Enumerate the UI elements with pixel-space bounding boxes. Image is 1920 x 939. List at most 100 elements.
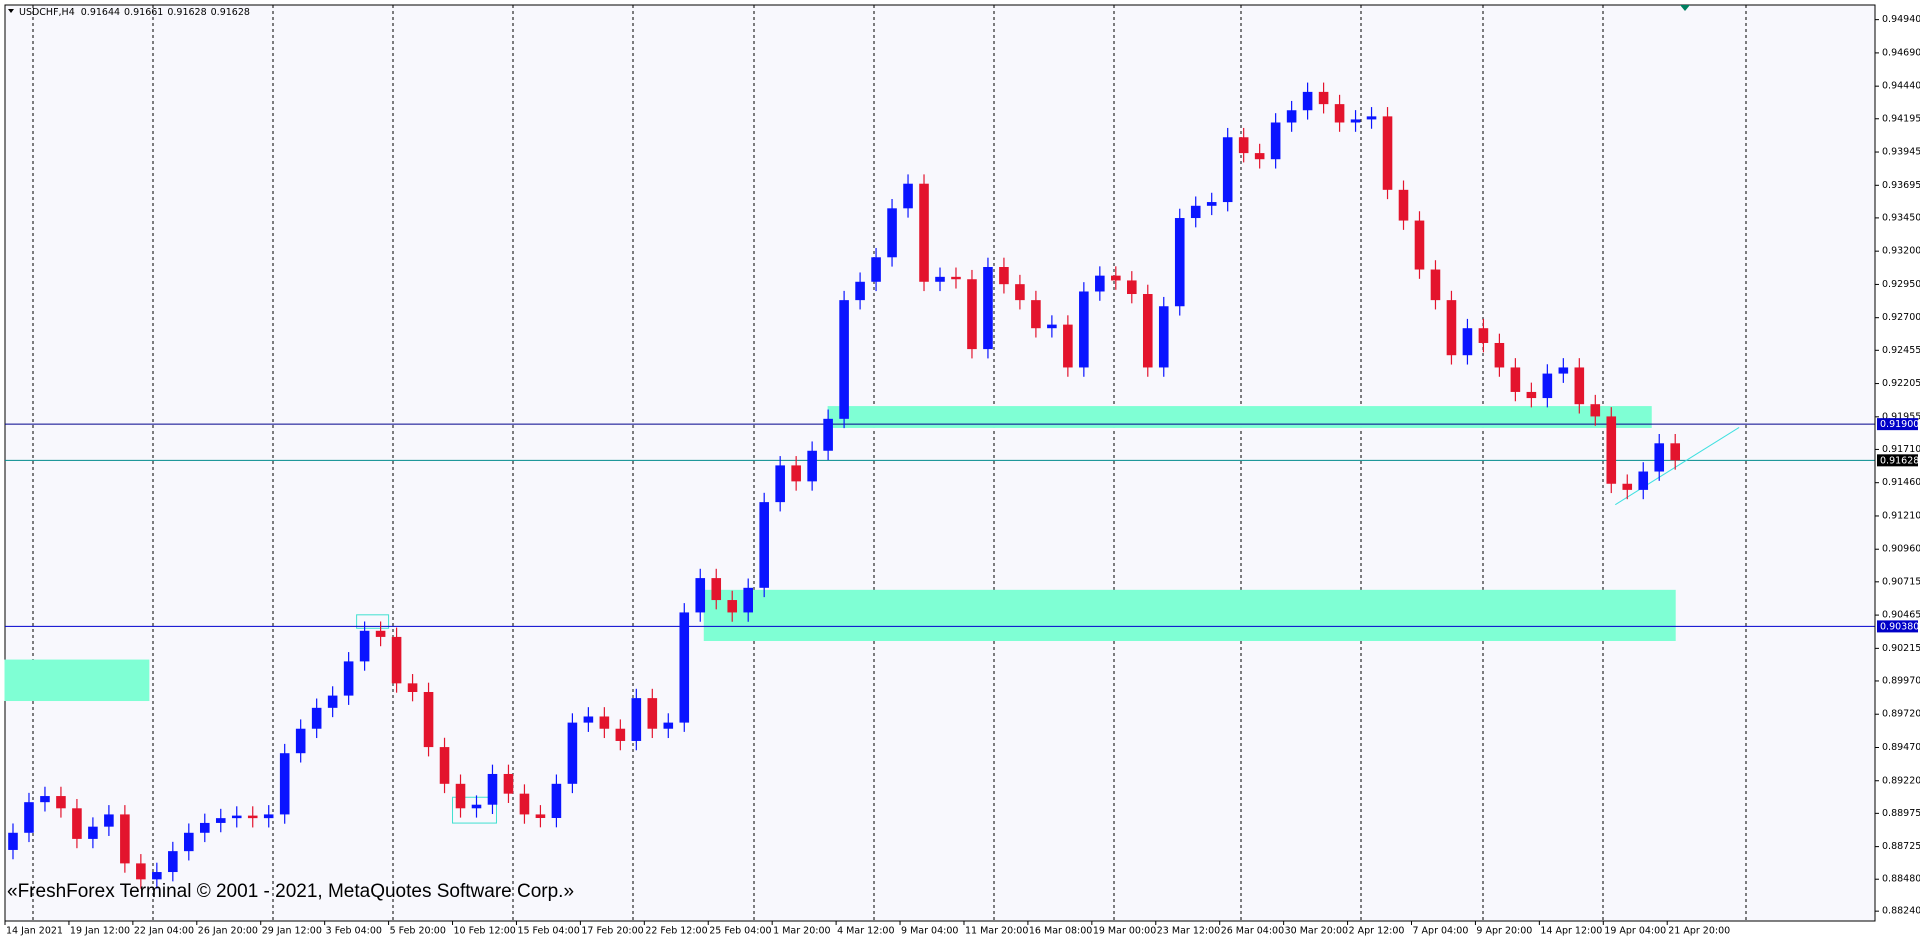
y-tick-label: 0.88240 xyxy=(1882,906,1920,917)
y-tick-label: 0.88975 xyxy=(1882,808,1920,819)
candle-body xyxy=(1446,300,1457,356)
candle-body xyxy=(983,266,993,350)
candle-body xyxy=(1047,324,1057,329)
y-tick-label: 0.93200 xyxy=(1882,246,1920,257)
candle-body xyxy=(823,418,833,451)
candle-body xyxy=(1398,189,1409,221)
candle-body xyxy=(1590,404,1601,417)
candle-body xyxy=(1190,205,1201,219)
candle-body xyxy=(503,773,514,794)
x-tick-label: 17 Feb 20:00 xyxy=(581,926,643,937)
candle-body xyxy=(743,587,753,613)
x-tick-label: 19 Apr 04:00 xyxy=(1604,926,1666,937)
candle-body xyxy=(88,826,98,839)
candle-body xyxy=(1350,119,1361,123)
candle-body xyxy=(343,661,354,696)
candle-body xyxy=(567,722,578,784)
x-tick-label: 26 Mar 04:00 xyxy=(1221,926,1284,937)
chart-header: USDCHF,H4 0.91644 0.91661 0.91628 0.91628 xyxy=(19,7,250,18)
candle-body xyxy=(775,465,785,503)
candle-body xyxy=(1542,373,1553,399)
candle-body xyxy=(1414,220,1425,270)
price-label: 0.90380 xyxy=(1880,621,1919,632)
candle-body xyxy=(439,747,450,784)
candle-body xyxy=(1174,218,1185,307)
candle-body xyxy=(615,728,626,741)
y-tick-label: 0.88725 xyxy=(1882,841,1920,852)
x-tick-label: 22 Jan 04:00 xyxy=(134,926,194,937)
x-tick-label: 11 Mar 20:00 xyxy=(965,926,1028,937)
trend-line xyxy=(1615,427,1740,506)
candle-body xyxy=(967,279,977,350)
menu-arrow xyxy=(8,9,14,13)
candle-body xyxy=(247,815,258,819)
candle-body xyxy=(471,804,482,809)
candle-body xyxy=(231,815,242,819)
x-tick-label: 29 Jan 12:00 xyxy=(262,926,322,937)
candle-body xyxy=(1494,342,1505,368)
candle-body xyxy=(1654,443,1665,472)
candle-body xyxy=(1302,91,1313,111)
price-label: 0.91628 xyxy=(1880,455,1919,466)
candle-body xyxy=(391,636,402,684)
candle-body xyxy=(136,863,146,880)
x-tick-label: 3 Feb 04:00 xyxy=(326,926,382,937)
candle-body xyxy=(871,257,881,282)
candle-body xyxy=(72,808,82,839)
candle-body xyxy=(935,276,945,282)
candle-body xyxy=(1238,137,1249,154)
candle-body xyxy=(1222,137,1233,203)
candle-body xyxy=(1606,416,1617,484)
y-tick-label: 0.91460 xyxy=(1882,477,1920,488)
candle-body xyxy=(1318,91,1329,105)
candle-body xyxy=(887,208,897,258)
x-tick-label: 1 Mar 20:00 xyxy=(773,926,830,937)
y-tick-label: 0.89470 xyxy=(1882,742,1920,753)
candle-body xyxy=(519,793,530,815)
x-tick-label: 16 Mar 08:00 xyxy=(1029,926,1092,937)
candle-body xyxy=(407,683,418,692)
candle-body xyxy=(647,698,658,729)
candle-body xyxy=(40,796,50,803)
zone xyxy=(356,614,390,629)
x-tick-label: 4 Mar 12:00 xyxy=(837,926,894,937)
candle-body xyxy=(184,832,194,852)
quote-open: 0.91644 xyxy=(81,7,120,18)
candle-body xyxy=(839,300,849,419)
candle-body xyxy=(8,832,18,850)
watermark: «FreshForex Terminal © 2001 - 2021, Meta… xyxy=(7,881,574,902)
y-tick-label: 0.94940 xyxy=(1882,14,1920,25)
quote-close: 0.91628 xyxy=(211,7,250,18)
candle-body xyxy=(1095,275,1105,292)
candle-body xyxy=(279,753,290,815)
candle-body xyxy=(551,783,562,819)
x-tick-label: 22 Feb 12:00 xyxy=(645,926,707,937)
x-tick-label: 19 Jan 12:00 xyxy=(70,926,130,937)
y-tick-label: 0.89220 xyxy=(1882,775,1920,786)
candle-body xyxy=(727,600,738,613)
candle-body xyxy=(24,802,34,833)
x-tick-label: 10 Feb 12:00 xyxy=(454,926,516,937)
y-tick-label: 0.94440 xyxy=(1882,81,1920,92)
plot-area xyxy=(4,4,1876,922)
candle-body xyxy=(1031,300,1041,329)
y-tick-label: 0.93695 xyxy=(1882,180,1920,191)
price-label-box xyxy=(1877,454,1918,467)
y-tick-label: 0.91210 xyxy=(1882,510,1920,521)
y-tick-label: 0.90960 xyxy=(1882,544,1920,555)
zone xyxy=(452,796,497,824)
x-tick-label: 5 Feb 20:00 xyxy=(390,926,446,937)
x-tick-label: 2 Apr 12:00 xyxy=(1349,926,1405,937)
x-tick-label: 14 Apr 12:00 xyxy=(1540,926,1602,937)
quote-high: 0.91661 xyxy=(124,7,163,18)
candle-body xyxy=(1111,275,1121,281)
x-tick-label: 14 Jan 2021 xyxy=(6,926,63,937)
candle-body xyxy=(1638,471,1649,490)
x-tick-label: 19 Mar 00:00 xyxy=(1093,926,1156,937)
candle-body xyxy=(855,281,865,301)
candle-body xyxy=(375,630,386,637)
candle-body xyxy=(1142,294,1153,368)
candle-body xyxy=(1574,367,1585,405)
quote-low: 0.91628 xyxy=(167,7,206,18)
candle-body xyxy=(1462,328,1473,356)
